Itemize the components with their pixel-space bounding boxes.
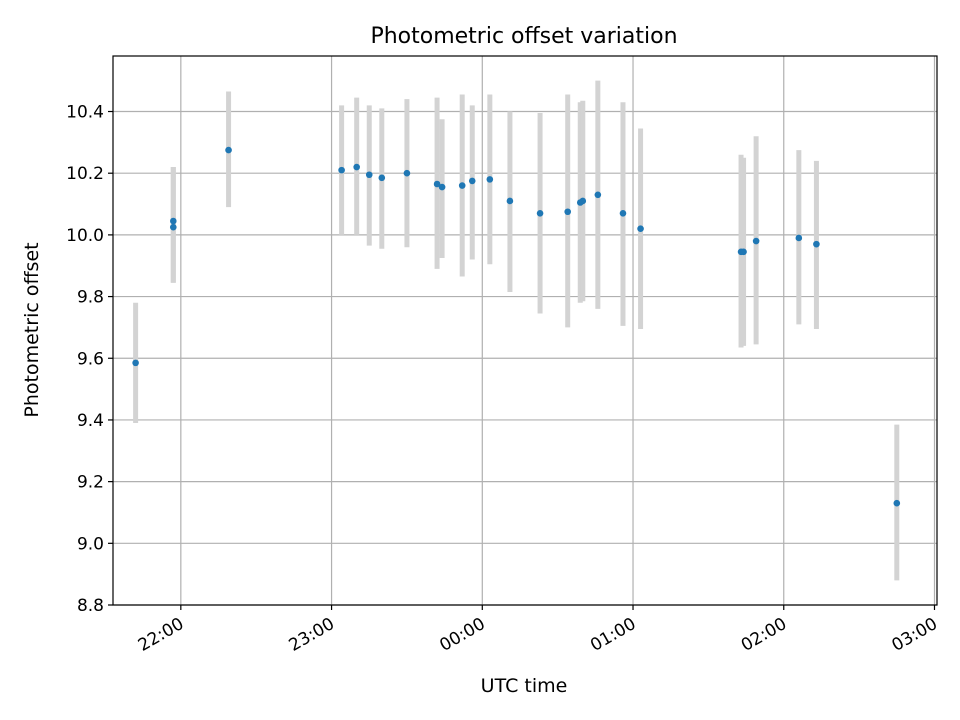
data-point — [740, 248, 747, 256]
x-axis-label: UTC time — [481, 675, 568, 697]
data-points — [132, 146, 901, 507]
y-tick-label: 10.0 — [66, 226, 104, 246]
x-tick-label: 23:00 — [286, 614, 338, 656]
data-point — [338, 166, 345, 174]
y-tick-label: 9.2 — [77, 473, 104, 493]
data-point — [893, 499, 901, 507]
data-point — [579, 197, 587, 205]
axis-ticks: 22:00 23:00 00:00 01:00 02:00 03:00 8.8 9.0 9.2 9… — [66, 103, 941, 656]
y-tick-label: 9.6 — [77, 349, 104, 369]
data-point — [536, 209, 544, 217]
axes-frame — [112, 55, 938, 606]
x-tick-label: 01:00 — [587, 614, 639, 656]
x-tick-label: 22:00 — [135, 614, 187, 656]
data-point — [438, 183, 446, 191]
data-point — [795, 234, 803, 242]
y-tick-label: 10.2 — [66, 164, 104, 184]
y-tick-label: 9.8 — [77, 288, 104, 308]
data-point — [132, 359, 139, 367]
data-point — [433, 180, 441, 188]
data-point — [564, 208, 572, 216]
x-tick-label: 00:00 — [436, 614, 488, 656]
grid-lines — [113, 56, 937, 606]
data-point — [486, 176, 494, 183]
error-bars — [133, 80, 900, 581]
data-point — [468, 177, 476, 185]
y-tick-label: 9.0 — [77, 534, 104, 554]
data-point — [169, 217, 177, 225]
x-tick-label: 02:00 — [738, 614, 790, 656]
y-tick-label: 9.4 — [77, 411, 104, 431]
data-point — [813, 240, 820, 248]
y-axis-label: Photometric offset — [21, 242, 43, 417]
x-tick-label: 03:00 — [889, 614, 941, 656]
data-point — [594, 191, 602, 199]
data-point — [458, 182, 466, 189]
data-point — [169, 223, 177, 231]
data-point — [637, 225, 644, 233]
data-point — [365, 171, 373, 179]
data-point — [752, 237, 760, 245]
data-point — [225, 146, 232, 154]
data-point — [353, 163, 360, 171]
data-point — [403, 169, 411, 177]
y-tick-label: 10.4 — [66, 103, 104, 123]
data-point — [506, 197, 514, 205]
chart-title: Photometric offset variation — [370, 24, 677, 49]
data-point — [378, 174, 386, 182]
data-point — [619, 209, 627, 217]
y-tick-label: 8.8 — [77, 596, 104, 616]
